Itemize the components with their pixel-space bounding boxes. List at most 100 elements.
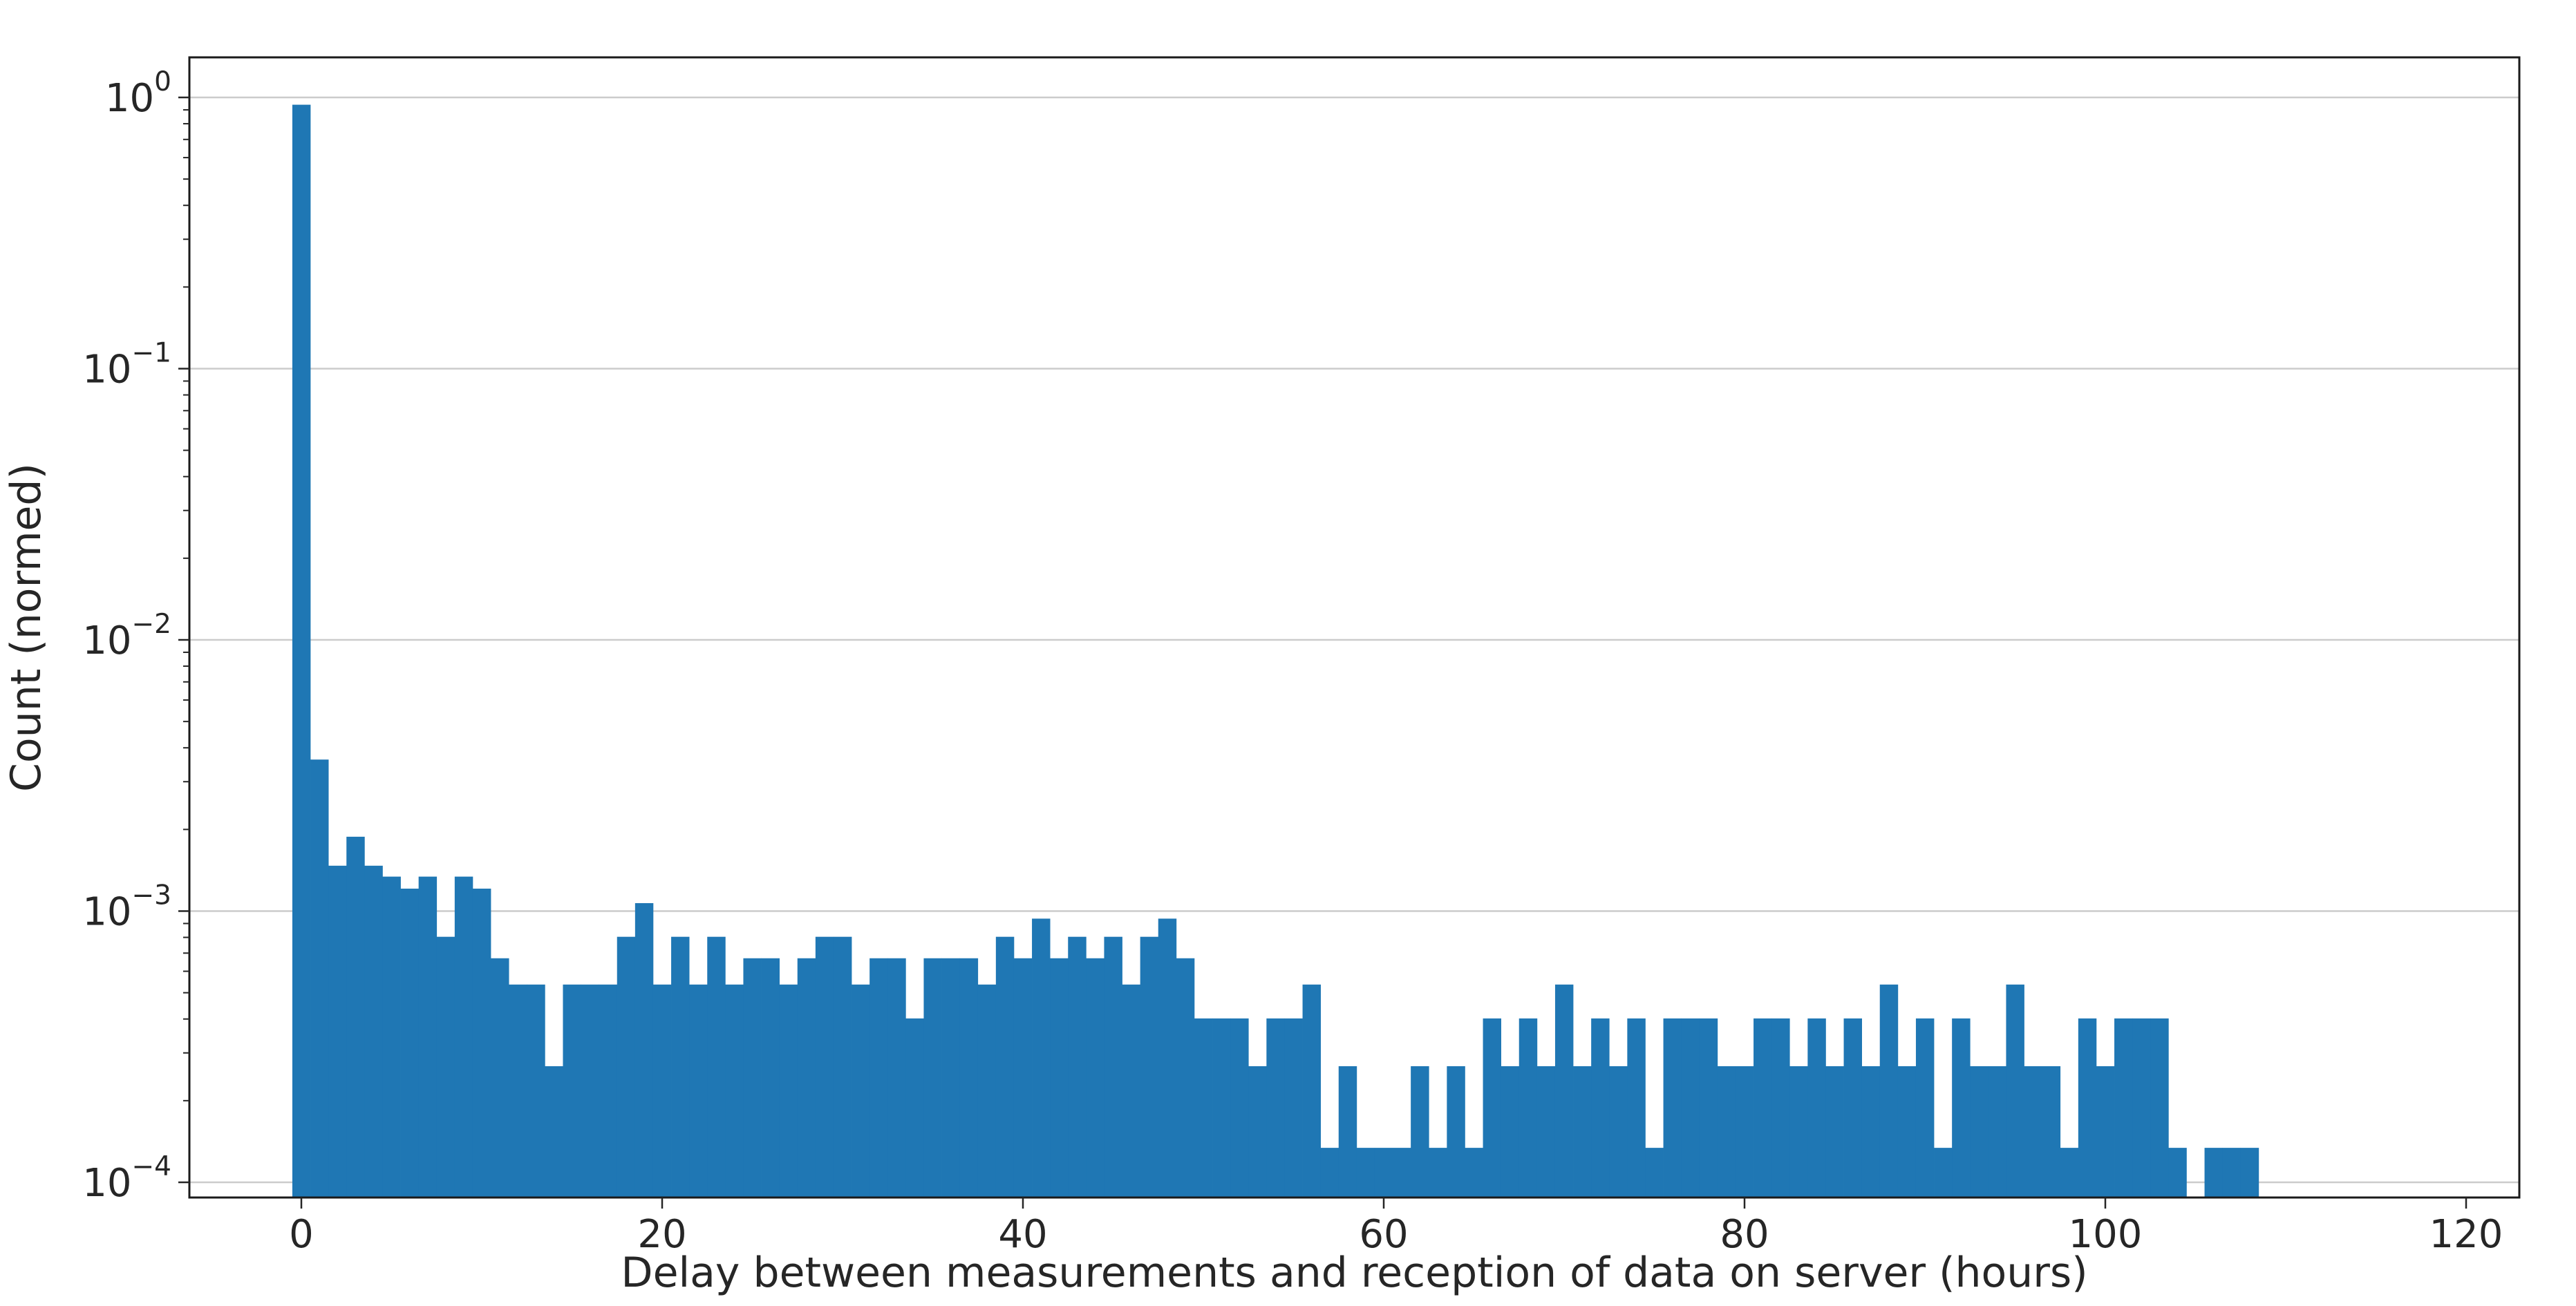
histogram-bar	[310, 759, 329, 1198]
histogram-bar	[527, 984, 545, 1198]
histogram-bar	[923, 958, 942, 1198]
histogram-bar	[472, 889, 491, 1198]
histogram-bar	[1248, 1066, 1267, 1198]
histogram-bar	[941, 958, 960, 1198]
histogram-bar	[1934, 1148, 1953, 1198]
histogram-bar	[1158, 918, 1177, 1198]
histogram-bar	[1519, 1018, 1538, 1198]
histogram-bar	[1104, 936, 1122, 1198]
x-tick-label: 0	[289, 1212, 314, 1257]
histogram-bar	[1663, 1018, 1682, 1198]
histogram-bar	[1122, 984, 1140, 1198]
histogram-bar	[2132, 1018, 2151, 1198]
histogram-bar	[797, 958, 816, 1198]
histogram-bar	[454, 876, 473, 1198]
histogram-bar	[545, 1066, 563, 1198]
histogram-bar	[1825, 1066, 1844, 1198]
histogram-bar	[2204, 1148, 2223, 1198]
plot-frame	[188, 56, 2521, 1199]
x-tick-label: 80	[1720, 1212, 1769, 1257]
histogram-bar	[400, 889, 419, 1198]
histogram-bar	[1843, 1018, 1862, 1198]
histogram-bar	[671, 936, 690, 1198]
histogram-bar	[959, 958, 979, 1198]
histogram-bar	[1068, 936, 1087, 1198]
histogram-bar	[418, 876, 438, 1198]
histogram-bar	[707, 936, 726, 1198]
histogram-bar	[1591, 1018, 1610, 1198]
histogram-bar	[2078, 1018, 2097, 1198]
histogram-bar	[1771, 1018, 1790, 1198]
histogram-bar	[2150, 1018, 2169, 1198]
histogram-bar	[1807, 1018, 1826, 1198]
histogram-bar	[852, 984, 870, 1198]
histogram-bar	[599, 984, 618, 1198]
histogram-bar	[1411, 1066, 1429, 1198]
x-tick-label: 120	[2429, 1212, 2503, 1257]
histogram-bar	[1717, 1066, 1736, 1198]
histogram-bar	[1429, 1148, 1447, 1198]
histogram-bar	[1645, 1148, 1664, 1198]
histogram-bar	[1554, 984, 1574, 1198]
histogram-bar	[364, 865, 383, 1198]
histogram-bar	[1501, 1066, 1520, 1198]
histogram-bar	[509, 984, 527, 1198]
histogram-bar	[1086, 958, 1104, 1198]
histogram-bar	[1879, 984, 1899, 1198]
histogram-bar	[328, 865, 347, 1198]
y-tick-label: 10−3	[82, 880, 171, 935]
y-tick-label: 10−2	[82, 609, 171, 663]
y-tick-label: 10−1	[82, 338, 171, 392]
tick-labels: 100 10−1 10−2 10−3 10−4 0 20 40 60 80 100 120	[82, 66, 2503, 1257]
histogram-bar	[1970, 1066, 1989, 1198]
histogram-bar	[346, 836, 365, 1198]
histogram-bar	[1302, 984, 1321, 1198]
histogram-bar	[1212, 1018, 1231, 1198]
histogram-bar	[887, 958, 906, 1198]
histogram-bar	[995, 936, 1015, 1198]
x-tick-label: 20	[637, 1212, 686, 1257]
histogram-bar	[1681, 1018, 1700, 1198]
x-tick-label: 40	[998, 1212, 1047, 1257]
x-tick-label: 60	[1359, 1212, 1408, 1257]
histogram-bar	[1573, 1066, 1592, 1198]
histogram-bar	[1284, 1018, 1303, 1198]
histogram-bar	[1032, 918, 1051, 1198]
histogram-bar	[1699, 1018, 1718, 1198]
axis-ticks	[178, 96, 2467, 1209]
histogram-bars	[292, 104, 2259, 1198]
histogram-bar	[725, 984, 744, 1198]
histogram-bar	[634, 902, 654, 1198]
histogram-bar	[779, 984, 798, 1198]
histogram-bar	[2006, 984, 2024, 1198]
histogram-bar	[2222, 1148, 2241, 1198]
histogram-bar	[1050, 958, 1069, 1198]
histogram-bar	[1789, 1066, 1808, 1198]
histogram-bar	[1915, 1018, 1935, 1198]
histogram-bar	[1393, 1148, 1411, 1198]
histogram-bar	[761, 958, 780, 1198]
histogram-bar	[1897, 1066, 1917, 1198]
histogram-bar	[2168, 1148, 2187, 1198]
histogram-bar	[2024, 1066, 2042, 1198]
histogram-bar	[743, 958, 762, 1198]
histogram-bar	[1447, 1066, 1465, 1198]
histogram-bar	[1952, 1018, 1971, 1198]
y-axis-label: Count (normed)	[2, 463, 50, 792]
histogram-bar	[581, 984, 599, 1198]
histogram-bar	[1754, 1018, 1772, 1198]
y-tick-label: 10−4	[82, 1151, 171, 1206]
histogram-bar	[869, 958, 888, 1198]
histogram-bar	[382, 876, 401, 1198]
histogram-bar	[2060, 1148, 2079, 1198]
histogram-bar	[2114, 1018, 2133, 1198]
histogram-bar	[436, 936, 455, 1198]
histogram-bar	[815, 936, 834, 1198]
histogram-bar	[491, 958, 509, 1198]
histogram-bar	[1320, 1148, 1339, 1198]
histogram-bar	[2096, 1066, 2115, 1198]
histogram-bar	[1627, 1018, 1646, 1198]
histogram-bar	[1735, 1066, 1754, 1198]
histogram-bar	[1266, 1018, 1285, 1198]
